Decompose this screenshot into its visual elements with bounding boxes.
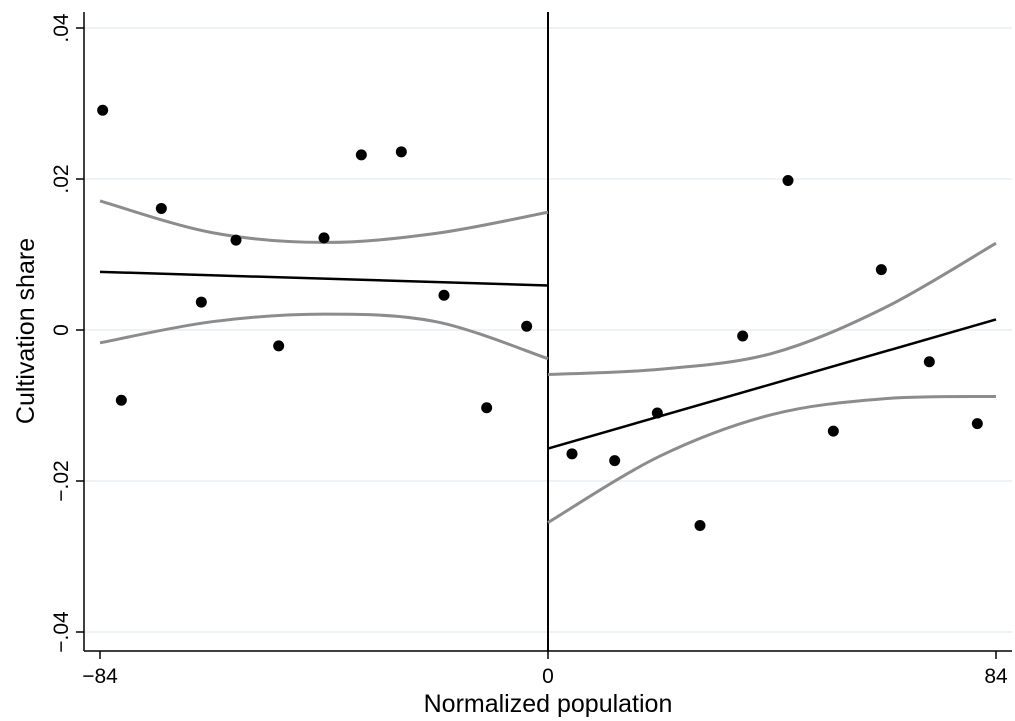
fit-lines [99, 270, 997, 450]
data-point [737, 330, 749, 342]
data-point [923, 356, 935, 368]
data-point [318, 232, 330, 244]
y-tick-label: .02 [50, 164, 73, 193]
data-point [355, 149, 367, 161]
axes: −.04 −.02 0 .02 .04 −84 0 84 [50, 12, 1012, 688]
data-point [273, 340, 285, 352]
axis-labels: Normalized population Cultivation share [12, 238, 672, 718]
y-tick-label: −.02 [50, 460, 73, 501]
data-point [195, 296, 207, 308]
data-point [481, 402, 493, 414]
ci-lower-curve [99, 312, 549, 361]
data-point [971, 418, 983, 430]
fit-line [547, 318, 997, 450]
data-point [651, 407, 663, 419]
data-point [609, 455, 621, 467]
data-point [155, 202, 167, 214]
y-tick-label: −.04 [50, 611, 73, 653]
data-point [566, 448, 578, 460]
data-point [694, 520, 706, 532]
ci-upper-curve [547, 241, 997, 377]
ci-lower-curve [547, 394, 997, 524]
x-tick-label: −84 [82, 665, 118, 688]
x-tick-label: 0 [542, 665, 554, 688]
data-points [97, 104, 983, 532]
data-point [782, 175, 794, 187]
y-tick-label: .04 [50, 13, 73, 43]
y-tick-label: 0 [50, 324, 73, 336]
fit-line [99, 270, 549, 287]
data-point [521, 320, 533, 332]
data-point [230, 234, 242, 246]
x-tick-label: 84 [984, 665, 1008, 688]
data-point [827, 425, 839, 437]
data-point [395, 146, 407, 158]
data-point [875, 264, 887, 276]
x-axis-label: Normalized population [424, 690, 673, 718]
data-point [115, 394, 127, 406]
data-point [438, 289, 450, 301]
data-point [97, 104, 109, 116]
y-axis-label: Cultivation share [12, 238, 40, 424]
